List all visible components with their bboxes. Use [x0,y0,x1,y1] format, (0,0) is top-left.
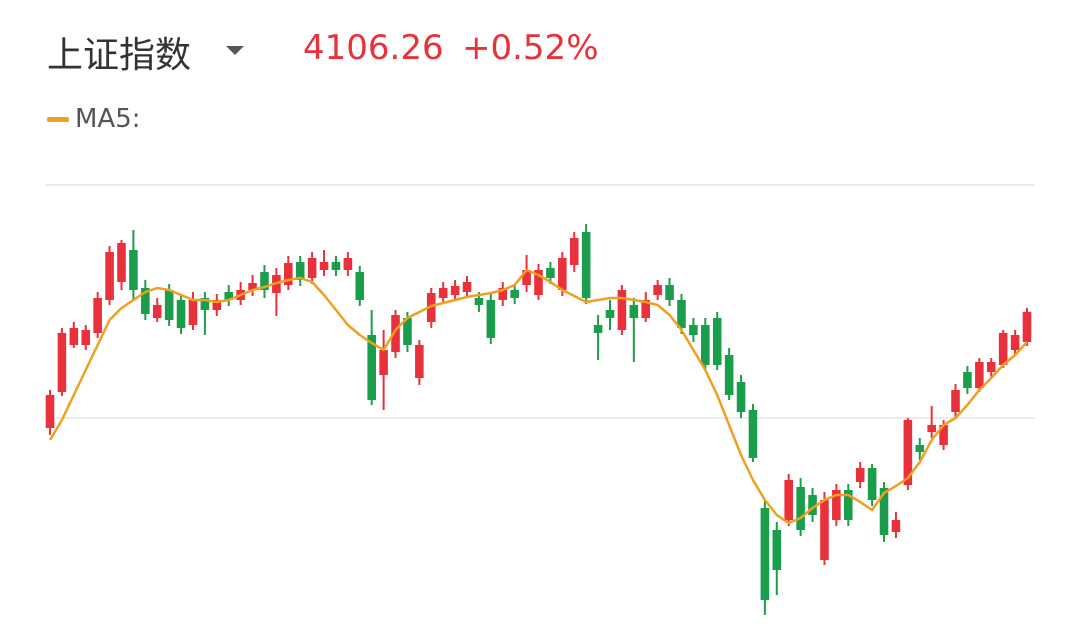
candle-body [569,238,579,265]
candle-body [307,258,317,278]
candle-body [379,350,388,375]
candle-body [117,243,126,282]
candle-body [224,292,234,300]
candle-body [820,500,829,560]
candle-body [284,263,293,285]
candle-body [81,330,91,345]
candle-body [1010,335,1020,350]
candle-body [605,310,615,318]
candle-body [486,300,496,338]
candle-body [426,293,436,322]
candle-body [45,395,55,428]
candle-body [772,530,782,570]
candle-body [105,252,114,300]
candle-body [855,468,865,482]
candle-body [188,300,198,325]
candle-body [641,300,651,318]
candle-body [677,300,686,328]
candle-body [93,298,102,333]
legend: MA5: [47,104,141,134]
candle-body [164,290,174,320]
candle-body [462,282,472,292]
candle-body [939,425,948,445]
candle-body [343,258,353,270]
candle-body [212,300,222,310]
candle-body [367,335,376,400]
candle-body [558,258,567,290]
candle-body [748,410,758,458]
legend-swatch [47,116,69,122]
candle-body [534,270,543,295]
candle-body [784,480,793,520]
candle-body [701,325,710,365]
candle-body [903,420,913,485]
candle-body [438,288,448,298]
candle-body [629,305,639,318]
candle-body [391,315,400,352]
candle-body [498,288,508,300]
candle-body [57,333,67,392]
candle-body [712,318,722,365]
candle-body [450,286,460,295]
candle-body [986,362,996,372]
candle-body [522,270,531,285]
candle-body [653,285,662,295]
candle-body [963,372,972,388]
candle-body [141,288,150,314]
candle-body [975,362,984,388]
candle-body [415,345,424,378]
candle-body [843,490,853,520]
candle-body [796,487,805,530]
candle-body [808,495,817,515]
candle-body [593,325,603,333]
candle-body [665,285,674,300]
candle-body [260,272,269,290]
candle-body [951,390,960,412]
candle-body [295,262,305,280]
candle-body [617,290,627,330]
candle-body [403,318,412,345]
candle-body [331,262,341,270]
candle-body [915,445,925,452]
candle-body [474,298,484,305]
candle-body [510,290,519,298]
candle-body [248,283,257,290]
candle-body [927,425,936,432]
candle-body [69,328,79,345]
candle-body [581,232,591,298]
candle-body [689,325,698,335]
candle-body [832,490,841,520]
candle-body [176,300,186,328]
candle-body [998,333,1008,365]
candle-body [129,250,138,290]
candle-body [879,488,889,535]
candle-body [724,355,734,395]
candle-body [867,468,877,500]
candle-body [200,298,210,310]
index-price: 4106.26 [303,28,444,68]
candle-body [760,508,770,600]
index-change: +0.52% [462,28,599,68]
candle-body [736,382,746,412]
index-title[interactable]: 上证指数 [47,35,192,76]
candle-body [891,520,901,532]
candle-body [152,305,162,318]
candle-body [319,262,329,270]
candle-body [546,268,555,278]
dropdown-caret[interactable] [226,46,244,55]
legend-label: MA5: [75,104,141,134]
candle-body [1022,311,1032,342]
candle-body [355,272,365,300]
ma5-line [48,268,1028,525]
